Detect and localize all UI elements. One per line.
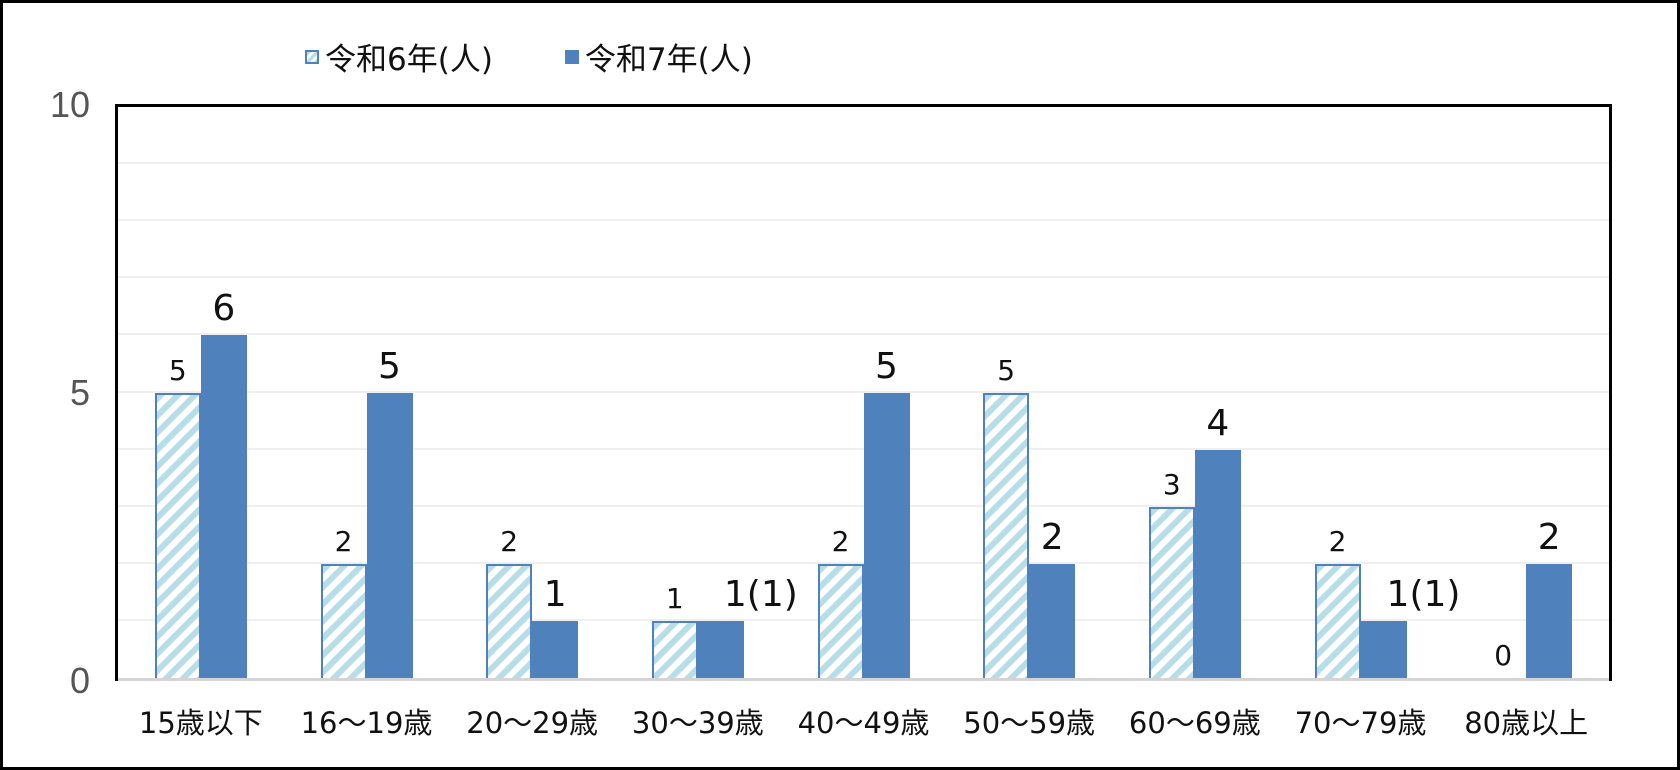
bar-r6 [817, 563, 864, 678]
legend-label: 令和7年(人) [584, 42, 753, 78]
bar-r6 [1148, 506, 1195, 678]
data-label: 1(1) [723, 573, 798, 615]
bar-r7 [1526, 563, 1573, 678]
bar-r7 [1194, 449, 1241, 678]
gridline [118, 390, 1609, 393]
bar-r7 [697, 620, 744, 678]
solid-swatch-icon [564, 49, 579, 64]
data-label: 2 [1537, 516, 1561, 558]
data-label: 1(1) [1386, 573, 1461, 615]
data-label: 1 [543, 573, 567, 615]
bar-r6 [983, 392, 1030, 678]
bar-r7 [532, 620, 579, 678]
hatch-swatch-icon [305, 49, 319, 64]
data-label: 5 [168, 353, 187, 387]
bar-r7 [366, 392, 413, 678]
bar-r7 [200, 335, 247, 678]
y-tick-5: 5 [69, 372, 90, 413]
x-axis-line [118, 678, 1609, 681]
bar-r7 [1029, 563, 1076, 678]
data-label: 6 [212, 288, 236, 330]
data-label: 4 [1206, 402, 1230, 444]
x-tick-label: 15歳以下 [138, 706, 263, 740]
x-tick-label: 60～69歳 [1128, 706, 1261, 740]
data-label: 2 [831, 524, 850, 558]
bar-r6 [651, 620, 698, 678]
legend-item-r7: 令和7年(人) [564, 34, 753, 79]
data-label: 1 [665, 581, 684, 615]
legend-item-r6: 令和6年(人) [305, 34, 493, 79]
data-label: 5 [378, 345, 401, 387]
data-label: 3 [1162, 467, 1181, 501]
data-label: 5 [875, 345, 898, 387]
bar-r6 [486, 563, 533, 678]
data-label: 2 [1040, 516, 1064, 558]
x-tick-label: 16～19歳 [300, 706, 433, 740]
gridline [118, 162, 1609, 165]
bar-r7 [863, 392, 910, 678]
data-label: 2 [1328, 524, 1347, 558]
gridline [118, 333, 1609, 336]
bar-r6 [320, 563, 367, 678]
data-label: 5 [997, 353, 1016, 387]
data-label: 0 [1494, 639, 1513, 672]
x-tick-label: 80歳以上 [1464, 706, 1589, 740]
x-tick-label: 70～79歳 [1294, 706, 1427, 740]
x-tick-label: 30～39歳 [631, 706, 764, 740]
data-label: 2 [334, 524, 353, 558]
plot-area: 5 6 2 5 2 1 1 1(1) 2 5 5 2 3 4 2 1(1) 0 2 [115, 104, 1612, 681]
y-tick-0: 0 [69, 660, 90, 701]
x-tick-label: 20～29歳 [466, 706, 599, 740]
x-tick-label: 40～49歳 [797, 706, 930, 740]
bar-r6 [1314, 563, 1361, 678]
data-label: 2 [500, 524, 519, 558]
bar-r7 [1360, 620, 1407, 678]
legend-label: 令和6年(人) [325, 42, 493, 78]
gridline [118, 219, 1609, 222]
legend: 令和6年(人) 令和7年(人) [305, 34, 825, 79]
gridline [118, 276, 1609, 279]
bar-r6 [154, 392, 201, 678]
x-tick-label: 50～59歳 [963, 706, 1096, 740]
y-tick-10: 10 [49, 84, 90, 125]
